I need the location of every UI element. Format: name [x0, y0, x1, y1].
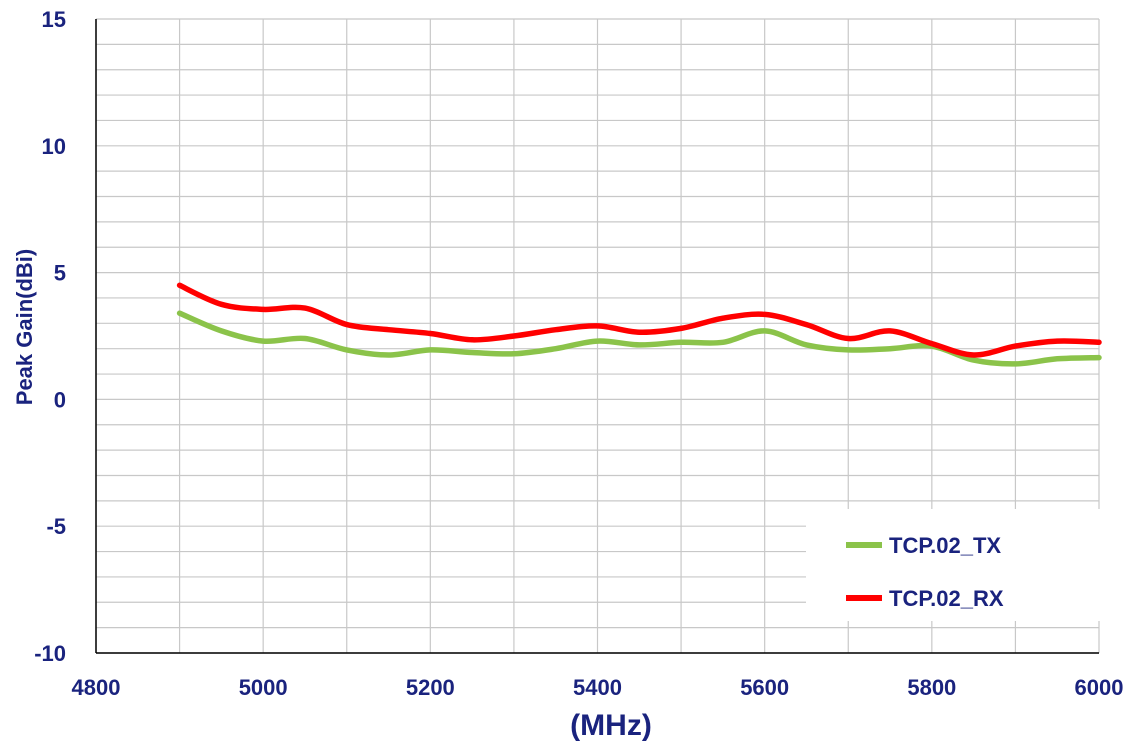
y-tick-label: -10: [34, 641, 66, 666]
x-tick-label: 5000: [239, 675, 288, 700]
x-tick-label: 5400: [573, 675, 622, 700]
y-axis-label: Peak Gain(dBi): [12, 249, 37, 405]
y-tick-label: 15: [42, 7, 66, 32]
tick-labels: 4800 5000 5200 5400 5600 5800 6000 15 10 5 0 -5 -10: [34, 7, 1123, 700]
series-line-tcp-02-rx: [176, 282, 1102, 358]
y-tick-label: -5: [46, 514, 66, 539]
legend: TCP.02_TX TCP.02_RX: [806, 509, 1106, 621]
x-tick-label: 5200: [406, 675, 455, 700]
x-tick-label: 5800: [907, 675, 956, 700]
series-line-tcp-02-tx: [176, 310, 1102, 367]
axes: [95, 19, 1099, 654]
legend-label-tx: TCP.02_TX: [889, 533, 1001, 558]
x-tick-label: 5600: [740, 675, 789, 700]
y-tick-label: 0: [54, 387, 66, 412]
legend-box: [806, 509, 1106, 621]
x-axis-label: (MHz): [570, 709, 652, 742]
y-tick-label: 10: [42, 134, 66, 159]
x-tick-label: 4800: [72, 675, 121, 700]
y-tick-label: 5: [54, 261, 66, 286]
legend-label-rx: TCP.02_RX: [889, 586, 1004, 611]
series-lines: [176, 282, 1102, 367]
x-tick-label: 6000: [1075, 675, 1124, 700]
